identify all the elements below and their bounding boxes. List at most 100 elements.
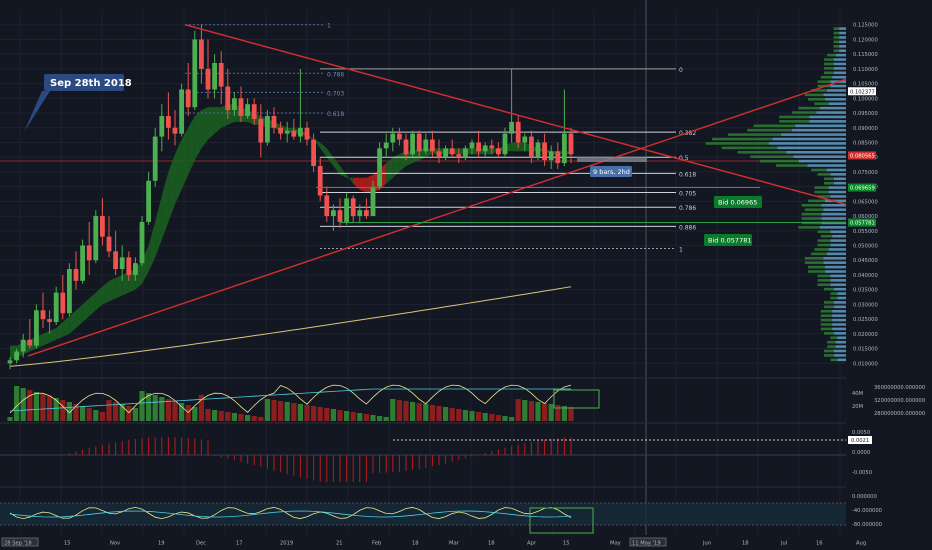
oscillator-tick-label: -0.0050 — [852, 470, 872, 476]
candle-body — [53, 292, 59, 323]
volume-bar — [462, 410, 468, 421]
ribbon-segment — [148, 221, 156, 273]
price-tick-label: 0.015000 — [853, 347, 878, 353]
volume-profile-bar — [835, 345, 846, 348]
price-tick-label: 0.085000 — [853, 140, 878, 146]
ribbon-segment — [102, 280, 109, 305]
volume-bar — [27, 390, 33, 421]
volume-profile-bar — [825, 270, 846, 273]
candle-body — [192, 39, 198, 108]
candle-body — [126, 257, 132, 275]
ema-ribbon — [10, 104, 571, 361]
volume-profile-bar — [832, 323, 846, 326]
oscillator-marker — [848, 436, 872, 444]
time-tick-label: Apr — [527, 541, 537, 547]
candle-body — [212, 62, 217, 90]
volume-profile-bar — [824, 71, 834, 75]
volume-profile-bar — [833, 301, 846, 304]
moving-average-line — [9, 286, 572, 367]
volume-profile-bar — [833, 354, 846, 357]
volume-bar — [344, 411, 350, 421]
volume-profile-bar — [833, 71, 846, 75]
volume-profile-bar — [823, 256, 846, 260]
volume-bar — [73, 404, 79, 421]
candle-body — [535, 142, 541, 158]
volume-profile-bar — [824, 181, 834, 185]
volume-profile-bar — [824, 301, 834, 304]
time-tick-label: Aug — [856, 541, 866, 547]
candle-body — [113, 251, 118, 270]
volume-profile-bar — [837, 296, 846, 300]
candle-body — [383, 142, 389, 149]
volume-profile-bar — [823, 261, 846, 264]
price-tick-label: 0.050000 — [853, 244, 878, 250]
price-tick-label: 0.115000 — [853, 52, 878, 58]
volume-profile-bar — [804, 93, 824, 97]
price-marker-label: 0.057781 — [850, 221, 875, 227]
volume-profile-bar — [824, 332, 834, 335]
ribbon-segment — [175, 139, 182, 205]
volume-profile-bar — [811, 89, 827, 92]
ribbon-segment — [208, 107, 215, 140]
time-marker — [1, 537, 39, 547]
volume-profile-bar — [833, 58, 846, 61]
measure-box — [577, 157, 647, 162]
volume-profile-bar — [817, 173, 831, 176]
volume-bar — [172, 401, 178, 421]
price-axis[interactable]: 0.125000 0.120000 0.115000 0.110000 0.105000… — [846, 0, 932, 535]
time-axis[interactable]: 28 Sep '18 15 Nov 19 Dec 17 2019 21 Feb 18 Mar 18 Ap… — [0, 535, 932, 550]
fib-level-label: 0.886 — [679, 224, 696, 231]
volume-bar — [20, 388, 26, 421]
ribbon-segment — [406, 151, 413, 167]
highlight-box — [529, 507, 594, 534]
volume-profile-bar — [804, 256, 824, 260]
volume-bar — [317, 407, 323, 421]
volume-profile-bar — [828, 186, 846, 189]
volume-profile-bar — [737, 150, 787, 154]
ribbon-segment — [359, 177, 367, 193]
volume-bar — [548, 404, 554, 421]
candle-body — [502, 133, 508, 155]
volume-bar — [80, 406, 86, 421]
volume-profile-bar — [786, 150, 846, 154]
candle-body — [456, 154, 462, 158]
volume-bar — [429, 405, 435, 421]
ribbon-segment — [313, 139, 321, 149]
rsi-line — [9, 507, 572, 520]
volume-profile-bar — [830, 296, 838, 300]
rsi-tick-label: 0.000000 — [852, 494, 877, 500]
price-tick-label: 0.090000 — [853, 126, 878, 132]
candle-body — [555, 151, 561, 164]
time-tick-label: 21 — [336, 541, 343, 547]
volume-bar — [469, 411, 475, 421]
volume-bar — [377, 416, 383, 421]
volume-bar — [495, 415, 501, 421]
candle-body — [34, 310, 39, 346]
volume-profile-bar — [795, 124, 846, 128]
volume-bar — [350, 412, 356, 421]
volume-profile-bar — [814, 186, 829, 189]
candle-body — [265, 115, 270, 143]
volume-profile-bar — [824, 354, 834, 357]
candle-body — [152, 136, 158, 181]
volume-bar — [555, 405, 561, 421]
volume-bar — [357, 413, 363, 421]
time-tick-label: 19 — [158, 541, 165, 547]
volume-bar — [7, 417, 13, 421]
time-tick-label: Dec — [196, 541, 206, 547]
candle-body — [317, 166, 323, 196]
volume-profile-bar — [824, 287, 834, 291]
volume-profile-bar — [779, 120, 810, 123]
volume-bar — [561, 406, 567, 421]
candle-body — [93, 216, 99, 261]
volume-profile-bar — [808, 265, 826, 269]
volume-profile-bar — [760, 159, 799, 163]
candle-body — [7, 360, 13, 364]
volume-bar — [311, 406, 317, 421]
price-tick-label: 0.045000 — [853, 258, 878, 264]
ribbon-segment — [511, 142, 519, 152]
volume-profile-bar — [821, 212, 846, 216]
volume-profile-bar — [833, 27, 840, 30]
volume-bar — [132, 408, 138, 421]
